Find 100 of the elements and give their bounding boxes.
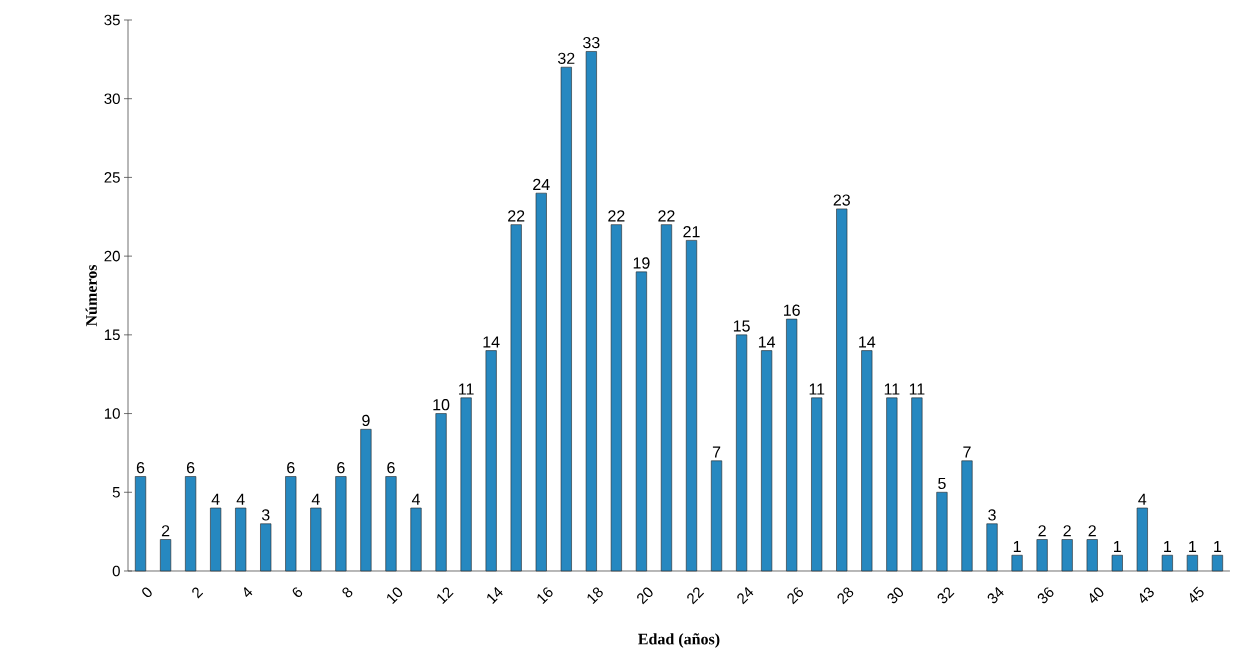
bar [134, 476, 147, 572]
bar [1136, 507, 1148, 572]
data-label: 22 [608, 210, 625, 222]
x-tick-label: 10 [387, 587, 403, 605]
x-tick-label: 30 [887, 587, 904, 604]
x-tick-label: 32 [937, 587, 955, 604]
data-label: 3 [261, 509, 270, 521]
data-label: 7 [963, 446, 971, 458]
y-tick-label: 10 [104, 408, 120, 419]
bar [710, 460, 723, 572]
bar [911, 397, 923, 572]
bar [761, 350, 773, 572]
bar [1111, 554, 1123, 572]
bar [961, 460, 973, 572]
x-tick-label: 14 [487, 586, 503, 604]
bar [485, 350, 497, 572]
bar [685, 240, 698, 572]
data-label: 4 [411, 493, 420, 505]
bar [1161, 554, 1173, 572]
x-tick-label: 0 [142, 587, 152, 598]
data-label: 2 [1063, 525, 1071, 537]
x-axis-title: Edad (años) [638, 633, 720, 648]
bar [285, 476, 297, 572]
data-label: 2 [161, 525, 170, 537]
y-tick-label: 15 [104, 329, 120, 341]
bar [385, 476, 397, 572]
y-tick-label: 30 [104, 93, 120, 105]
bar [836, 208, 848, 572]
bar [510, 224, 522, 572]
bar [185, 476, 197, 572]
y-axis-title: Números [85, 264, 97, 327]
bar [861, 350, 873, 572]
y-tick-label: 25 [104, 172, 120, 183]
x-tick-label: 4 [244, 586, 253, 597]
data-label: 22 [508, 210, 525, 222]
x-tick-label: 18 [587, 587, 603, 605]
bar [1211, 554, 1223, 572]
x-tick-label: 40 [1089, 587, 1104, 603]
data-label: 1 [1164, 541, 1171, 553]
x-tick-label: 8 [342, 587, 353, 598]
bar [410, 507, 422, 572]
data-label: 6 [387, 462, 395, 474]
bar [560, 66, 572, 572]
x-tick-label: 45 [1189, 586, 1204, 603]
bar [210, 507, 222, 572]
bar [310, 507, 322, 572]
bar [886, 397, 898, 572]
data-label: 14 [483, 336, 500, 348]
x-tick-label: 43 [1139, 587, 1154, 603]
bar [1061, 539, 1073, 572]
data-label: 19 [633, 257, 650, 269]
data-label: 2 [1088, 525, 1096, 537]
data-label: 2 [1038, 525, 1046, 537]
y-tick-label: 20 [104, 250, 120, 262]
data-label: 16 [784, 304, 800, 316]
bar [986, 523, 998, 572]
x-tick-label: 26 [787, 587, 804, 605]
data-label: 15 [733, 320, 750, 332]
data-label: 4 [1138, 493, 1147, 505]
bar [660, 224, 673, 572]
y-tick-label: 35 [104, 14, 120, 26]
bar [1086, 539, 1098, 572]
x-tick-label: 34 [987, 587, 1004, 604]
bar [235, 507, 247, 572]
bar [360, 429, 372, 572]
data-label: 4 [236, 493, 245, 505]
bar [435, 413, 447, 572]
data-label: 11 [884, 383, 900, 395]
data-label: 33 [583, 36, 600, 49]
data-label: 5 [938, 477, 946, 490]
bar [535, 192, 547, 572]
data-label: 1 [1214, 541, 1222, 553]
data-label: 32 [557, 52, 575, 65]
data-label: 1 [1114, 541, 1121, 553]
bar [1036, 539, 1048, 572]
data-label: 9 [362, 414, 370, 427]
data-label: 10 [433, 399, 450, 411]
bar [786, 318, 798, 572]
x-tick-label: 12 [437, 587, 454, 605]
data-label: 23 [833, 194, 850, 206]
x-tick-label: 28 [837, 587, 854, 605]
data-label: 14 [758, 336, 776, 348]
data-label: 24 [533, 178, 550, 190]
data-label: 6 [186, 462, 195, 474]
y-tick-label: 0 [112, 565, 120, 577]
data-label: 4 [211, 493, 220, 505]
bar [936, 491, 948, 572]
data-label: 6 [337, 462, 345, 474]
data-label: 22 [658, 210, 675, 222]
x-tick-label: 16 [537, 587, 553, 605]
data-label: 11 [909, 383, 925, 395]
bar [160, 539, 172, 572]
data-label: 11 [809, 383, 825, 395]
data-label: 6 [287, 462, 295, 474]
data-label: 6 [136, 462, 145, 474]
bar [811, 397, 823, 572]
x-tick-label: 36 [1037, 587, 1054, 604]
bar [736, 334, 748, 572]
bar [1011, 554, 1023, 572]
data-label: 7 [712, 446, 721, 458]
